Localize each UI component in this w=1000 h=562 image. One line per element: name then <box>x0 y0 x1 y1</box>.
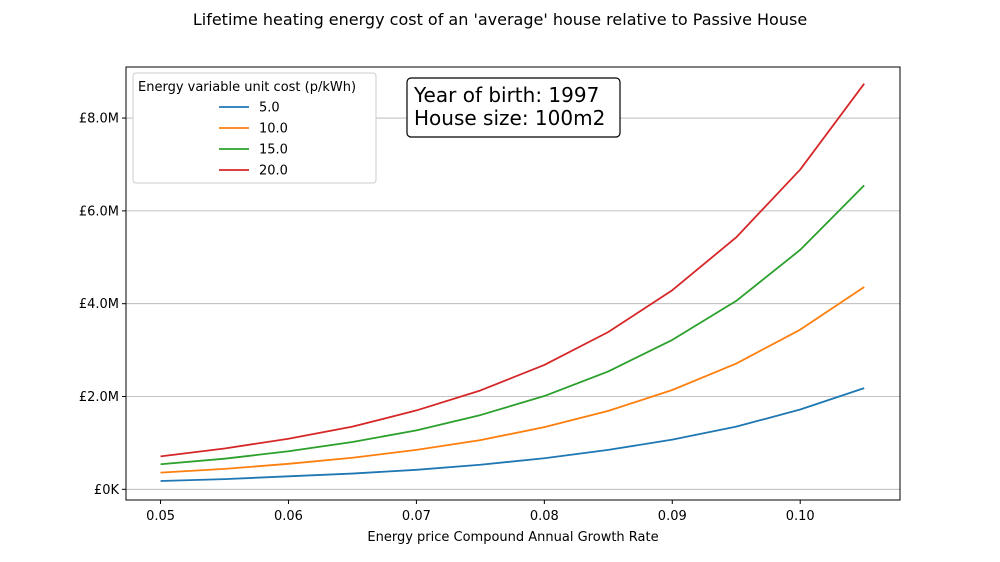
series-line-5.0 <box>160 387 865 482</box>
y-tick-label: £4.0M <box>79 297 119 312</box>
legend-title: Energy variable unit cost (p/kWh) <box>138 80 356 95</box>
legend-label: 15.0 <box>259 143 288 158</box>
x-tick-label: 0.06 <box>274 509 303 524</box>
annotation-box <box>406 77 621 138</box>
series-line-20.0 <box>160 83 865 458</box>
x-tick-label: 0.10 <box>786 509 815 524</box>
plot-frame <box>125 66 901 501</box>
annotation-line-1: Year of birth: 1997 <box>413 83 599 107</box>
legend: Energy variable unit cost (p/kWh) 5.0 10.… <box>132 72 377 184</box>
legend-label: 10.0 <box>259 122 288 137</box>
legend-box <box>132 72 377 184</box>
y-tick-label: £8.0M <box>79 112 119 127</box>
legend-items: 5.0 10.0 15.0 20.0 <box>219 101 288 179</box>
y-tick-label: £6.0M <box>79 204 119 219</box>
legend-label: 20.0 <box>259 164 288 179</box>
legend-label: 5.0 <box>259 101 280 116</box>
series-line-10.0 <box>160 286 865 474</box>
annotation-line-2: House size: 100m2 <box>414 106 605 130</box>
chart-title: Lifetime heating energy cost of an 'aver… <box>193 10 807 29</box>
x-axis-label: Energy price Compound Annual Growth Rate <box>367 530 658 545</box>
series-group <box>160 83 865 482</box>
y-tick-label: £2.0M <box>79 390 119 405</box>
annotation: Year of birth: 1997 House size: 100m2 <box>406 77 621 138</box>
x-tick-label: 0.05 <box>146 509 175 524</box>
grid <box>126 117 900 490</box>
series-line-15.0 <box>160 184 865 466</box>
x-tick-label: 0.09 <box>658 509 687 524</box>
x-tick-label: 0.07 <box>402 509 431 524</box>
y-tick-label: £0K <box>94 483 120 498</box>
y-axis: £0K £2.0M £4.0M £6.0M £8.0M <box>79 112 126 498</box>
x-tick-label: 0.08 <box>530 509 559 524</box>
x-axis: 0.05 0.06 0.07 0.08 0.09 0.10 <box>146 500 815 524</box>
